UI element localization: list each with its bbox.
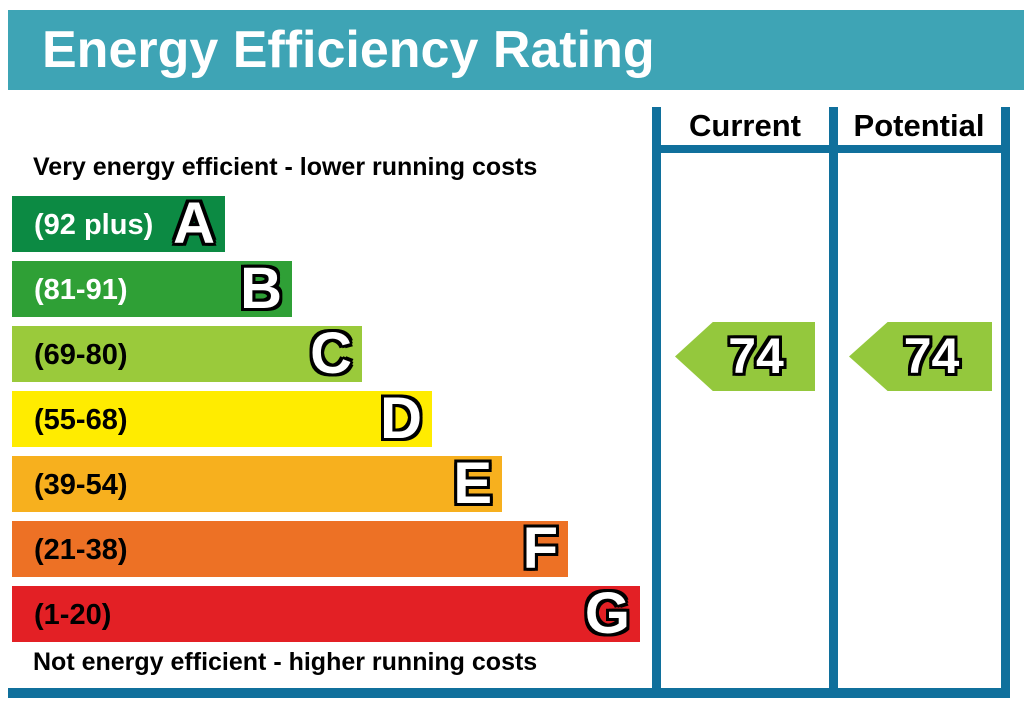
page-title: Energy Efficiency Rating [42, 21, 655, 79]
potential-column-right-border [1001, 107, 1010, 697]
band-d: (55-68) D [12, 386, 432, 451]
band-a-range-label: (92 plus) [34, 209, 154, 241]
band-c-letter: C [310, 321, 352, 386]
band-g-letter: G [584, 581, 630, 646]
band-e: (39-54) E [12, 451, 502, 516]
column-divider-line [829, 107, 838, 697]
band-b-letter: B [240, 256, 282, 321]
band-b-range-label: (81-91) [34, 274, 128, 306]
band-f-letter: F [522, 516, 558, 581]
band-c: (69-80) C [12, 321, 362, 386]
top-note: Very energy efficient - lower running co… [33, 153, 538, 181]
current-rating-value: 74 [728, 328, 784, 384]
band-b: (81-91) B [12, 256, 292, 321]
current-column-header: Current [689, 108, 801, 143]
band-d-letter: D [380, 386, 422, 451]
band-c-range-label: (69-80) [34, 339, 128, 371]
band-f: (21-38) F [12, 516, 568, 581]
band-g: (1-20) G [12, 581, 640, 646]
potential-rating-arrow: 74 [849, 322, 992, 391]
band-a-letter: A [173, 191, 215, 256]
current-rating-arrow: 74 [675, 322, 815, 391]
chart-header-bar: Energy Efficiency Rating [8, 10, 1024, 90]
band-f-range-label: (21-38) [34, 534, 128, 566]
band-g-range-label: (1-20) [34, 599, 112, 631]
band-e-letter: E [453, 451, 492, 516]
current-column-left-border [652, 107, 661, 697]
band-a: (92 plus) A [12, 191, 225, 256]
chart-bottom-border [8, 688, 1010, 698]
band-e-range-label: (39-54) [34, 469, 128, 501]
bottom-note: Not energy efficient - higher running co… [33, 648, 538, 676]
potential-rating-value: 74 [903, 328, 960, 384]
column-header-underline [652, 145, 1010, 153]
band-d-range-label: (55-68) [34, 404, 128, 436]
potential-column-header: Potential [853, 108, 985, 143]
